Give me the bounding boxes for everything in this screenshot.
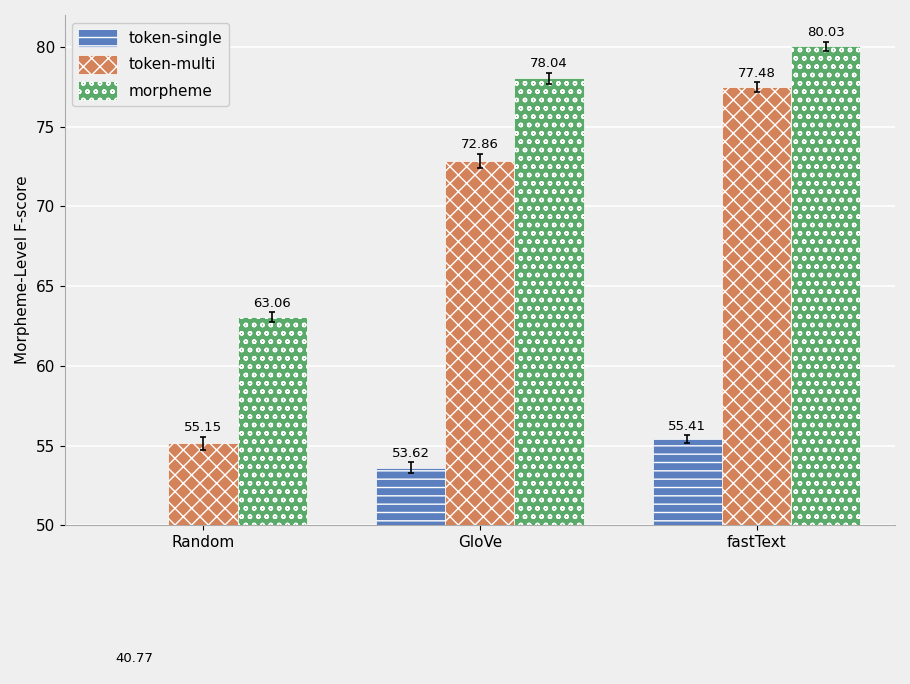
Text: 80.03: 80.03 bbox=[807, 26, 844, 39]
Text: 77.48: 77.48 bbox=[738, 67, 775, 80]
Text: 53.62: 53.62 bbox=[391, 447, 430, 460]
Bar bbox=[445, 161, 514, 525]
Text: 63.06: 63.06 bbox=[253, 297, 291, 310]
Bar bbox=[652, 439, 722, 525]
Bar bbox=[238, 317, 307, 525]
Bar bbox=[168, 443, 238, 525]
Y-axis label: Morpheme-Level F-score: Morpheme-Level F-score bbox=[15, 176, 30, 365]
Text: 72.86: 72.86 bbox=[460, 138, 499, 151]
Legend: token-single, token-multi, morpheme: token-single, token-multi, morpheme bbox=[72, 23, 228, 106]
Text: 55.15: 55.15 bbox=[184, 421, 222, 434]
Bar bbox=[376, 468, 445, 525]
Text: 40.77: 40.77 bbox=[115, 652, 153, 665]
Bar bbox=[791, 47, 860, 525]
Text: 55.41: 55.41 bbox=[669, 420, 706, 433]
Bar bbox=[514, 78, 583, 525]
Bar bbox=[722, 87, 791, 525]
Bar bbox=[99, 525, 168, 672]
Text: 78.04: 78.04 bbox=[531, 57, 568, 70]
